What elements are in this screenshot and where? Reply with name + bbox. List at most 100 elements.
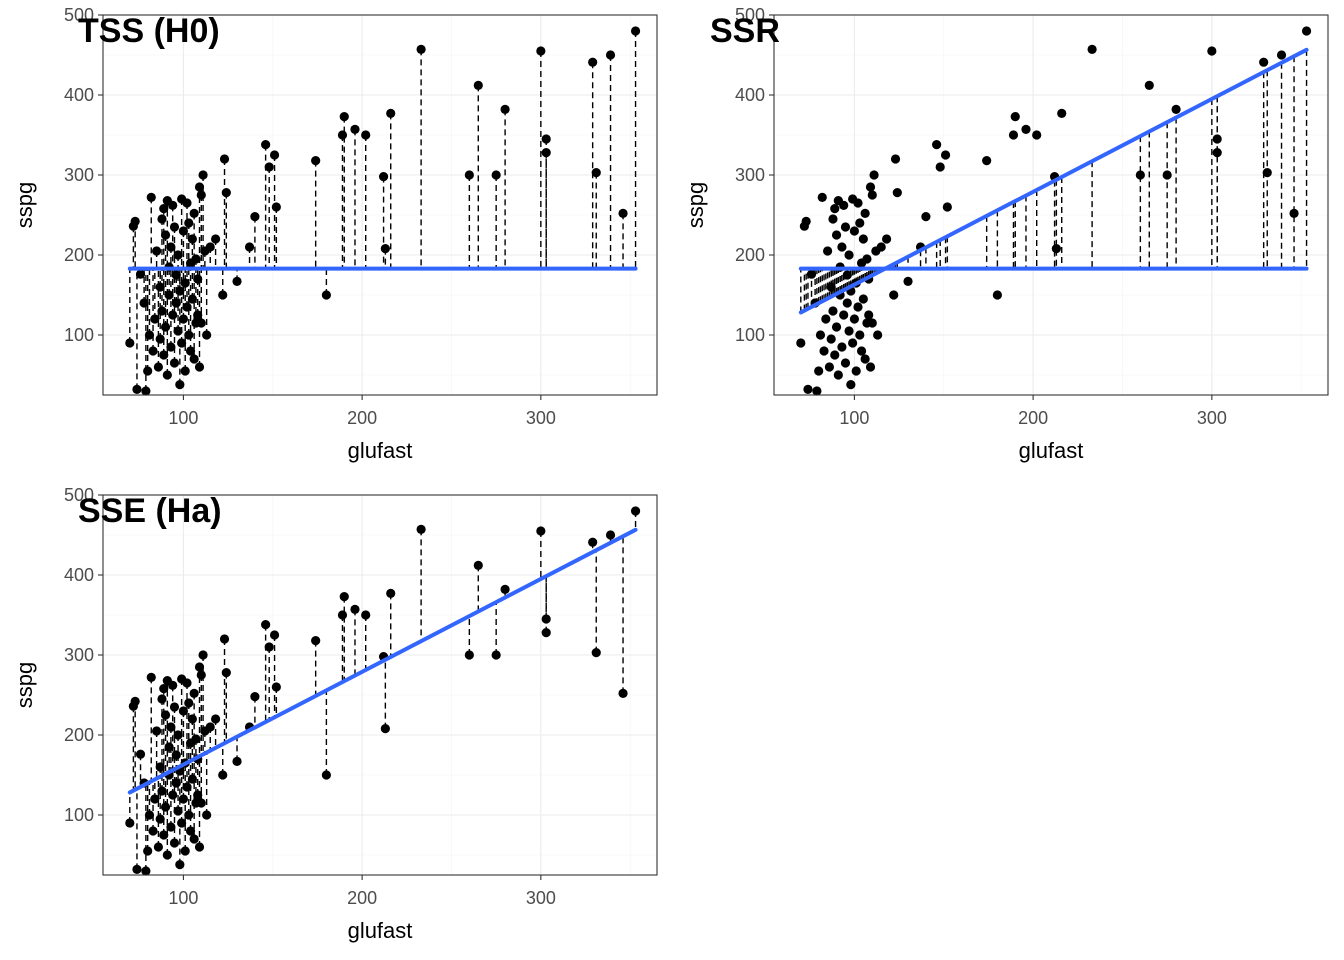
data-point	[823, 246, 833, 256]
regression-line	[798, 47, 1309, 315]
data-point	[184, 810, 194, 820]
data-point	[132, 864, 142, 875]
panel-border	[102, 494, 658, 876]
data-point	[860, 208, 870, 218]
data-point	[135, 749, 146, 759]
data-point	[630, 26, 641, 36]
data-point	[865, 182, 876, 192]
data-point	[500, 584, 510, 595]
data-point	[148, 826, 158, 836]
data-point	[1057, 108, 1067, 118]
data-point	[135, 269, 146, 279]
data-point	[264, 642, 274, 652]
data-point	[889, 290, 899, 300]
data-point	[261, 620, 271, 630]
data-point	[178, 314, 189, 324]
data-point	[193, 274, 203, 284]
data-point	[858, 294, 868, 304]
data-point	[903, 276, 913, 286]
data-point	[143, 846, 153, 856]
data-point	[869, 170, 879, 180]
data-point	[831, 322, 842, 332]
data-point	[826, 334, 836, 344]
data-point	[250, 212, 260, 222]
data-point	[846, 380, 856, 390]
x-tick-label: 200	[347, 888, 377, 908]
data-point	[271, 202, 281, 212]
data-point	[168, 790, 178, 800]
data-point	[361, 130, 371, 140]
data-point	[842, 270, 852, 280]
data-point	[873, 330, 883, 340]
data-point	[350, 604, 360, 615]
data-point	[198, 650, 208, 660]
data-point	[171, 778, 181, 788]
data-point	[839, 310, 849, 320]
data-point	[849, 226, 860, 236]
data-point	[175, 380, 185, 390]
data-point	[189, 208, 199, 218]
y-tick-label: 500	[64, 5, 94, 25]
data-point	[932, 140, 942, 150]
data-point	[851, 366, 861, 376]
panel-title: SSR	[710, 12, 780, 50]
data-point	[536, 526, 546, 536]
data-point	[168, 680, 178, 691]
data-point	[182, 198, 192, 208]
data-point	[196, 670, 206, 680]
data-point	[806, 269, 817, 279]
data-point	[171, 298, 181, 308]
x-tick-label: 300	[526, 888, 556, 908]
data-point	[125, 818, 135, 828]
data-point	[867, 190, 877, 200]
y-axis-title: sspg	[12, 182, 37, 228]
panel-border	[773, 14, 1329, 396]
data-point	[982, 156, 992, 166]
data-point	[196, 318, 206, 328]
y-tick-label: 300	[64, 165, 94, 185]
data-point	[210, 234, 221, 244]
data-point	[473, 80, 483, 90]
data-point	[250, 692, 260, 702]
data-point	[588, 57, 598, 67]
data-point	[1008, 130, 1019, 140]
data-point	[157, 306, 167, 316]
data-point	[801, 216, 811, 226]
data-point	[311, 156, 321, 166]
data-point	[162, 850, 172, 860]
data-point	[125, 338, 135, 348]
data-point	[155, 814, 165, 824]
data-point	[153, 362, 163, 372]
data-point	[541, 628, 551, 638]
data-point	[1212, 134, 1222, 144]
x-tick-label: 300	[1197, 408, 1227, 428]
data-point	[194, 842, 205, 852]
data-point	[187, 774, 197, 784]
data-point	[881, 234, 892, 244]
data-point	[876, 242, 886, 252]
data-point	[166, 722, 176, 732]
data-point	[824, 362, 835, 372]
data-point	[185, 826, 196, 836]
data-point	[1144, 80, 1154, 90]
data-point	[867, 318, 877, 328]
panel-sse: 100 200 300 100 200 300 400 500 glufast sspg SSE (…	[12, 485, 658, 943]
data-point	[187, 294, 197, 304]
data-point	[865, 362, 876, 372]
data-point	[831, 230, 842, 240]
data-point	[858, 234, 868, 244]
data-point	[191, 734, 201, 744]
data-point	[168, 200, 178, 210]
data-point	[155, 762, 165, 772]
data-point	[921, 212, 931, 222]
data-point	[840, 222, 851, 232]
data-point	[840, 358, 851, 368]
data-point	[844, 250, 854, 260]
data-point	[796, 338, 806, 348]
data-point	[166, 342, 176, 352]
y-tick-label: 100	[64, 805, 94, 825]
data-point	[160, 710, 171, 720]
data-point	[146, 192, 156, 202]
data-point	[860, 354, 870, 364]
data-point	[139, 298, 149, 308]
